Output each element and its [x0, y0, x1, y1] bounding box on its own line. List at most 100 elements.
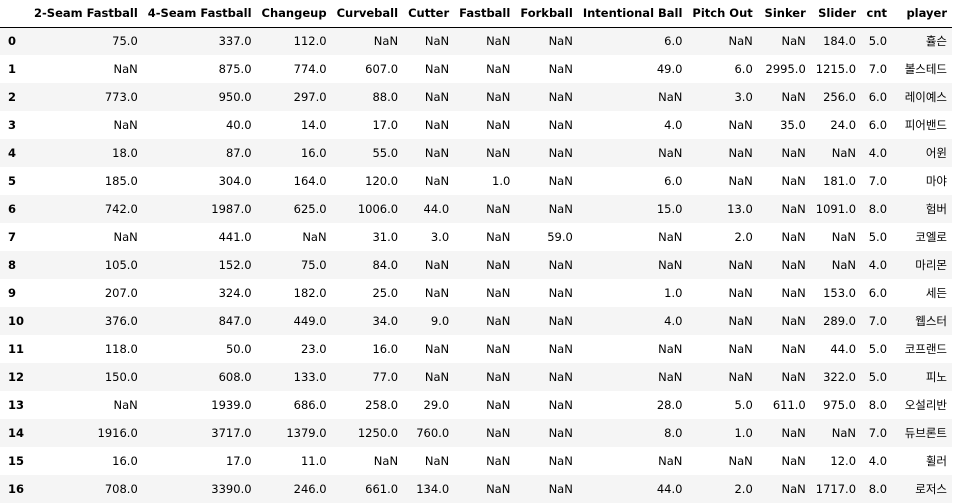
table-cell: 험버: [925, 202, 948, 216]
table-cell: 1.0: [734, 426, 753, 440]
table-cell: 피어밴드: [904, 118, 948, 132]
table-cell: 2995.0: [765, 62, 806, 76]
table-cell: NaN: [113, 230, 138, 244]
table-cell: 133.0: [293, 370, 327, 384]
table-cell: 950.0: [218, 90, 252, 104]
column-header: 4-Seam Fastball: [142, 0, 257, 28]
table-cell: NaN: [486, 34, 511, 49]
table-cell: 49.0: [656, 62, 683, 76]
table-cell: NaN: [373, 34, 399, 49]
table-row: 5 185.0 304.0 164.0 120.0 NaN 1.0 NaN 6.0 NaN NaN 1…: [0, 167, 953, 195]
table-cell: 7.0: [868, 426, 888, 440]
table-cell: 8.0: [664, 426, 683, 440]
table-cell: 708.0: [104, 482, 138, 496]
column-header: Slider: [810, 0, 862, 28]
table-cell: 세든: [925, 286, 948, 300]
table-cell: 6.0: [868, 118, 888, 132]
table-cell: 5.0: [868, 230, 888, 244]
table-cell: 11.0: [300, 454, 327, 468]
table-cell: 5.0: [868, 342, 888, 356]
table-cell: NaN: [658, 258, 683, 272]
table-cell: 5.0: [734, 398, 753, 412]
table-cell: 441.0: [218, 230, 252, 244]
table-cell: NaN: [548, 202, 573, 216]
table-cell: 4.0: [868, 146, 888, 160]
table-cell: NaN: [424, 146, 450, 160]
table-cell: 6.0: [664, 174, 683, 188]
table-cell: NaN: [486, 118, 511, 132]
table-cell: NaN: [658, 146, 683, 160]
table-cell: 324.0: [218, 286, 252, 300]
column-header: Fastball: [454, 0, 516, 28]
table-cell: NaN: [373, 454, 399, 468]
header-row: 2-Seam Fastball 4-Seam Fastball Changeup Cu…: [0, 0, 953, 28]
table-cell: NaN: [548, 286, 573, 300]
table-cell: NaN: [781, 34, 806, 49]
table-cell: 2.0: [734, 482, 753, 496]
table-row: 13 NaN 1939.0 686.0 258.0 29.0 NaN NaN 28.0 5.0 61…: [0, 391, 953, 419]
row-index: 15: [8, 454, 25, 468]
table-cell: 1091.0: [815, 202, 857, 216]
row-index: 9: [8, 286, 17, 300]
table-cell: 9.0: [430, 314, 450, 328]
table-cell: NaN: [728, 314, 753, 328]
row-index: 13: [8, 398, 25, 412]
table-cell: 18.0: [112, 146, 138, 160]
table-cell: 75.0: [300, 258, 327, 272]
table-row: 10 376.0 847.0 449.0 34.0 9.0 NaN NaN 4.0 NaN NaN 2…: [0, 307, 953, 335]
table-cell: 듀브론트: [904, 426, 948, 440]
table-cell: 마리몬: [915, 258, 948, 272]
table-cell: NaN: [424, 174, 450, 188]
table-row: 6 742.0 1987.0 625.0 1006.0 44.0 NaN NaN 15.0 13.…: [0, 195, 953, 223]
table-cell: NaN: [831, 258, 857, 272]
table-cell: 40.0: [225, 118, 252, 132]
table-cell: NaN: [781, 230, 806, 244]
table-cell: NaN: [548, 398, 573, 412]
table-cell: NaN: [486, 398, 511, 412]
table-cell: NaN: [486, 286, 511, 300]
table-cell: 16.0: [300, 146, 327, 160]
table-cell: 레이예스: [904, 90, 948, 104]
table-cell: NaN: [548, 146, 573, 160]
table-cell: 59.0: [547, 230, 573, 244]
table-cell: NaN: [728, 34, 753, 49]
table-cell: 코엘로: [915, 230, 948, 244]
table-cell: 847.0: [218, 314, 252, 328]
index-column-header: [0, 0, 30, 28]
table-cell: 3.0: [430, 230, 450, 244]
table-cell: 337.0: [218, 34, 252, 49]
table-cell: NaN: [424, 118, 450, 132]
table-cell: 773.0: [104, 90, 138, 104]
table-cell: 로저스: [915, 482, 948, 496]
table-cell: 2.0: [734, 230, 753, 244]
table-cell: 1250.0: [357, 426, 399, 440]
table-cell: NaN: [548, 314, 573, 328]
table-cell: 코프랜드: [904, 342, 948, 356]
table-cell: NaN: [658, 342, 683, 356]
table-cell: 8.0: [868, 482, 888, 496]
table-cell: 760.0: [416, 426, 450, 440]
row-index: 14: [8, 426, 25, 440]
table-cell: 23.0: [300, 342, 327, 356]
table-cell: NaN: [113, 398, 138, 412]
table-cell: NaN: [831, 426, 857, 440]
table-cell: 35.0: [780, 118, 806, 132]
table-cell: 88.0: [372, 90, 399, 104]
table-cell: NaN: [548, 34, 573, 49]
column-header: Changeup: [256, 0, 332, 28]
table-cell: NaN: [113, 118, 138, 132]
table-cell: 55.0: [372, 146, 399, 160]
table-cell: NaN: [781, 454, 806, 468]
table-cell: 8.0: [868, 202, 888, 216]
table-row: 12 150.0 608.0 133.0 77.0 NaN NaN NaN NaN NaN NaN 3…: [0, 363, 953, 391]
table-cell: 607.0: [365, 62, 399, 76]
table-cell: 4.0: [868, 258, 888, 272]
table-cell: 1987.0: [211, 202, 252, 216]
table-cell: NaN: [548, 342, 573, 356]
table-cell: 6.0: [734, 62, 753, 76]
table-cell: 17.0: [372, 118, 399, 132]
row-index: 7: [8, 230, 17, 244]
table-row: 11 118.0 50.0 23.0 16.0 NaN NaN NaN NaN NaN NaN 44.…: [0, 335, 953, 363]
table-cell: NaN: [781, 202, 806, 216]
table-cell: 6.0: [868, 286, 888, 300]
